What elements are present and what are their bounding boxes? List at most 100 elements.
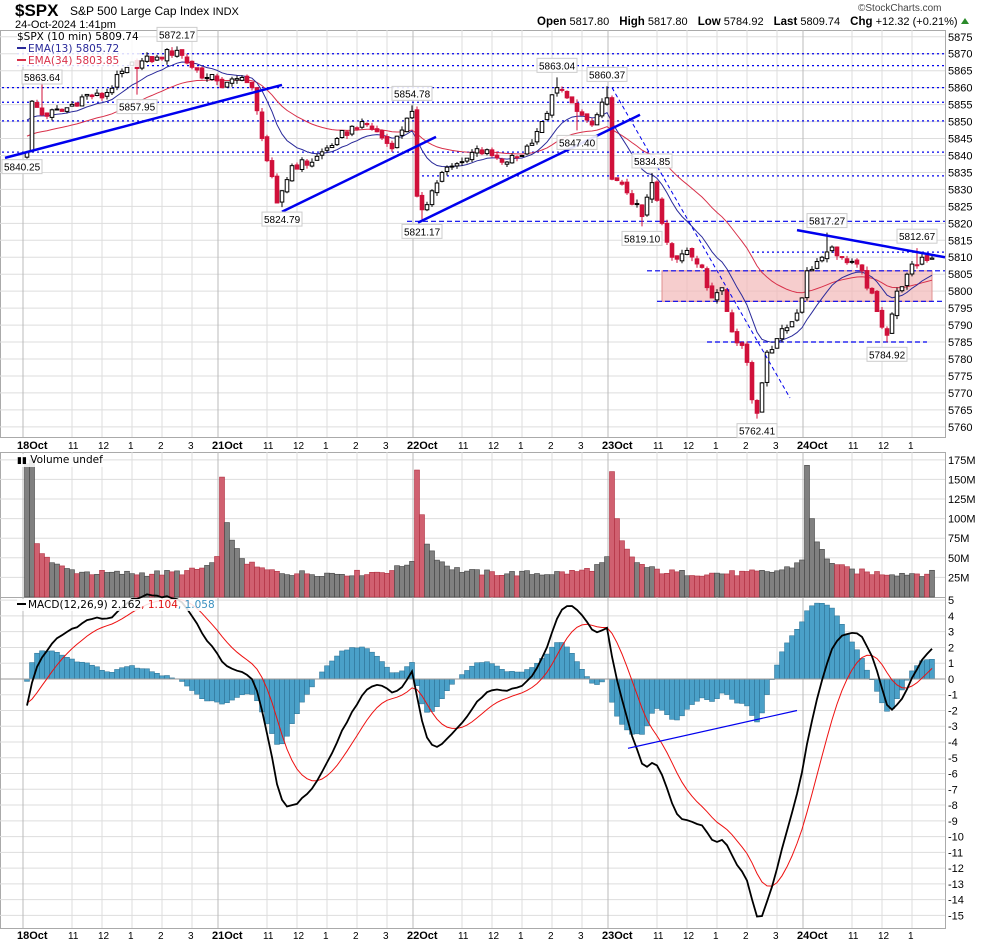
hour-label: 11: [848, 931, 859, 941]
price-callout: 5863.64: [24, 73, 61, 84]
candle-body: [904, 273, 910, 287]
volume-bar: [629, 556, 635, 598]
candle-body: [574, 102, 580, 112]
volume-bar: [494, 575, 500, 598]
macd-histogram-bar: [439, 678, 445, 699]
candle-body: [609, 97, 615, 180]
price-callout: 5857.95: [119, 103, 156, 114]
price-callout-box: [116, 99, 158, 115]
hour-label: 12: [488, 441, 500, 452]
volume-bar: [469, 569, 475, 598]
candle-body: [479, 149, 485, 155]
price-callout-box: [556, 134, 598, 150]
macd-tick-label: -4: [948, 737, 958, 749]
macd-histogram-bar: [134, 667, 140, 680]
volume-bar: [324, 572, 330, 598]
price-tick-label: 5805: [948, 269, 972, 281]
volume-bar: [139, 572, 145, 598]
volume-tick-label: 50M: [948, 553, 969, 565]
macd-histogram-bar: [129, 665, 135, 680]
volume-bar: [704, 574, 710, 598]
price-callout: 5840.25: [4, 163, 41, 174]
candle-body: [559, 88, 565, 91]
macd-histogram-bar: [774, 664, 780, 680]
candle-body: [309, 161, 315, 167]
price-callout-group: 5872.17: [156, 26, 198, 42]
candle-body: [454, 163, 460, 167]
price-callout: 5834.85: [634, 157, 671, 168]
candle-body: [394, 135, 400, 149]
candle-body: [664, 222, 670, 243]
candle-body: [659, 198, 665, 224]
candle-body: [304, 160, 310, 166]
volume-bar: [154, 570, 160, 598]
candle-body: [334, 138, 340, 146]
candle-body: [344, 131, 350, 136]
candle-body: [164, 49, 170, 62]
volume-bar: [79, 571, 85, 598]
macd-tick-label: -2: [948, 705, 958, 717]
macd-histogram-bar: [514, 671, 520, 680]
macd-histogram-bar: [659, 678, 665, 711]
candle-body: [714, 292, 720, 301]
volume-bar: [594, 564, 600, 598]
candle-body: [794, 312, 800, 321]
macd-histogram-bar: [554, 642, 560, 680]
macd-histogram-bar: [829, 607, 835, 680]
macd-histogram-bar: [239, 678, 245, 696]
hour-label: 11: [263, 441, 274, 452]
macd-histogram-bar: [509, 671, 515, 680]
price-callout-group: 5860.37: [586, 66, 628, 82]
volume-bar: [624, 548, 630, 598]
candle-body: [174, 49, 180, 57]
macd-tick-label: -11: [948, 847, 963, 859]
macd-histogram-bar: [109, 672, 115, 680]
candle-body: [914, 264, 920, 267]
macd-histogram-bar: [339, 650, 345, 680]
volume-bar: [694, 575, 700, 598]
candle-body: [564, 90, 570, 99]
macd-histogram-bar: [79, 661, 85, 680]
volume-bar: [129, 573, 135, 598]
price-callout-group: 5821.17: [401, 223, 443, 239]
candle-body: [359, 121, 365, 128]
candle-body: [139, 60, 145, 69]
volume-bar: [174, 570, 180, 598]
hour-label: 1: [518, 441, 524, 452]
macd-histogram-bar: [699, 678, 705, 699]
macd-histogram-bar: [224, 678, 230, 704]
macd-tick-label: -1: [948, 690, 958, 702]
candle-body: [314, 155, 320, 161]
candle-body: [54, 108, 60, 111]
macd-histogram-bar: [419, 678, 425, 705]
day-label: 22Oct: [407, 440, 438, 452]
volume-bar: [634, 562, 640, 598]
macd-tick-label: -14: [948, 895, 964, 907]
macd-histogram-bar: [594, 678, 600, 685]
volume-bar: [404, 564, 410, 598]
macd-histogram-bar: [244, 678, 250, 695]
price-callout-box: [536, 57, 578, 73]
candle-body: [699, 264, 705, 268]
candle-body: [819, 256, 825, 262]
quote-summary: Open 5817.80 High 5817.80 Low 5784.92 La…: [537, 16, 969, 29]
volume-bar: [884, 574, 890, 598]
day-label: 23Oct: [602, 440, 633, 452]
volume-bar: [184, 570, 190, 598]
price-tick-label: 5765: [948, 405, 972, 417]
price-callout: 5784.92: [869, 350, 906, 361]
ema34-legend: EMA(34) 5803.85: [17, 55, 139, 67]
hour-label: 1: [518, 931, 524, 941]
volume-bar: [899, 572, 905, 598]
hour-label: 3: [383, 931, 389, 941]
candle-body: [169, 50, 175, 56]
volume-bar: [309, 574, 315, 598]
hour-label: 11: [458, 441, 469, 452]
macd-histogram-bar: [889, 678, 895, 709]
macd-histogram-bar: [154, 673, 160, 680]
volume-bar: [289, 575, 295, 598]
macd-histogram-bar: [379, 661, 385, 680]
candle-body: [194, 67, 200, 71]
volume-bar: [254, 566, 260, 598]
volume-bar: [354, 569, 360, 598]
